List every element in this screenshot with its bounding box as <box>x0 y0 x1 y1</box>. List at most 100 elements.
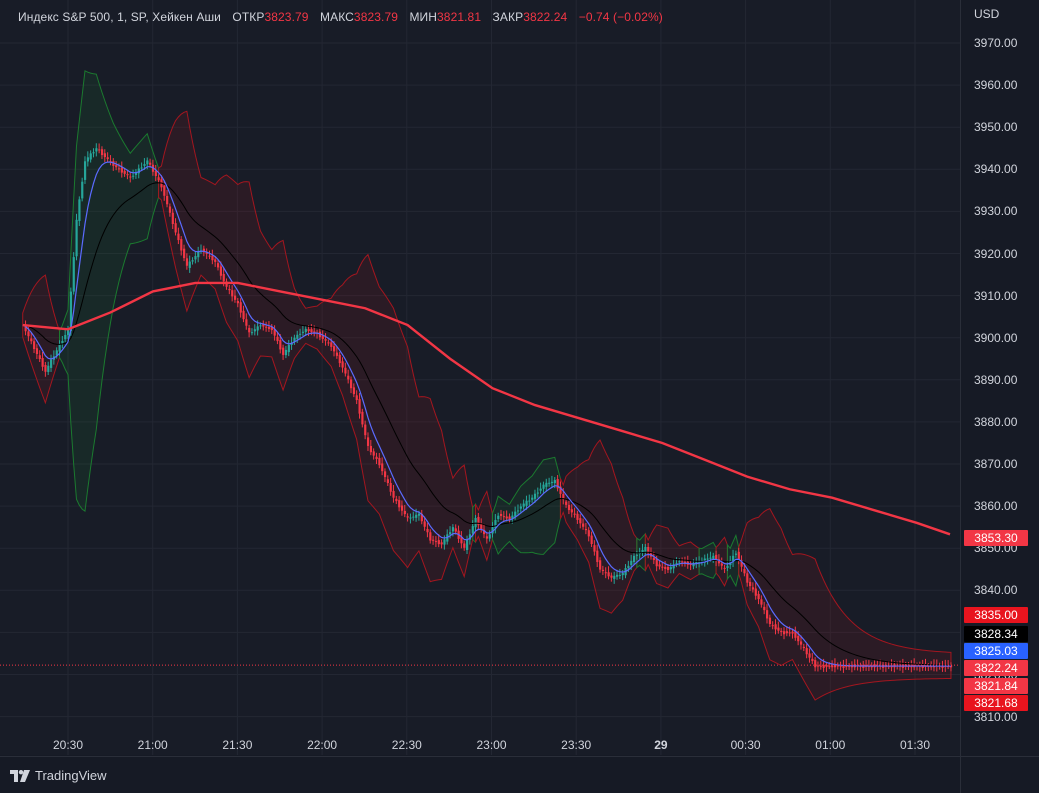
candle-body <box>579 518 582 524</box>
chart-area[interactable] <box>0 0 960 755</box>
candle-body <box>338 354 341 364</box>
candle-body <box>819 665 822 667</box>
candle-body <box>350 379 353 389</box>
candle-body <box>587 530 590 537</box>
candle-body <box>383 471 387 478</box>
candle-body <box>273 329 276 336</box>
candle-body <box>242 310 245 320</box>
slow-average-line <box>22 182 951 666</box>
candle-body <box>740 560 743 567</box>
candle-body <box>420 513 423 522</box>
candle-body <box>381 463 384 472</box>
price-label: 3821.68 <box>964 695 1028 711</box>
tradingview-brand: TradingView <box>35 768 107 783</box>
price-label: 3835.00 <box>964 607 1028 623</box>
candle-body <box>180 239 183 251</box>
candle-body <box>774 624 777 630</box>
candle-body <box>508 516 511 520</box>
candle-body <box>231 290 234 297</box>
y-tick-label: 3840.00 <box>974 583 1018 598</box>
candle-body <box>491 527 494 534</box>
candle-body <box>58 344 61 352</box>
candle-body <box>86 157 90 162</box>
candle-body <box>788 632 791 634</box>
candle-body <box>256 326 259 331</box>
candle-body <box>98 149 101 151</box>
candle-body <box>706 558 709 560</box>
y-tick-label: 3870.00 <box>974 457 1018 471</box>
candle-body <box>115 165 118 168</box>
y-tick-label: 3890.00 <box>974 372 1018 387</box>
y-tick-label: 3810.00 <box>974 709 1018 724</box>
candle-body <box>669 567 672 570</box>
candle-body <box>248 327 251 333</box>
candle-body <box>163 185 166 196</box>
candle-body <box>44 364 47 372</box>
low-value: 3821.81 <box>437 10 482 24</box>
candle-body <box>67 328 70 336</box>
candle-body <box>460 537 463 544</box>
candle-body <box>188 261 191 268</box>
candle-body <box>154 170 157 177</box>
candle-body <box>533 493 537 499</box>
y-tick-label: 3960.00 <box>974 78 1018 93</box>
open-value: 3823.79 <box>264 10 309 24</box>
candle-body <box>75 219 78 257</box>
candle-body <box>550 481 554 483</box>
candle-body <box>69 291 73 332</box>
candle-body <box>610 575 613 578</box>
candle-body <box>751 587 755 590</box>
x-tick-label: 22:00 <box>307 738 338 752</box>
candle-body <box>630 560 633 566</box>
candle-body <box>389 483 392 492</box>
candle-body <box>202 248 206 253</box>
price-label: 3825.03 <box>964 643 1028 659</box>
y-tick-label: 3920.00 <box>974 246 1018 261</box>
candle-body <box>505 516 508 519</box>
candle-body <box>369 445 373 453</box>
change-value: −0.74 (−0.02%) <box>578 10 663 24</box>
x-tick-label: 01:30 <box>899 738 931 752</box>
candle-body <box>516 510 520 512</box>
candle-body <box>149 162 152 165</box>
candle-body <box>103 153 106 158</box>
band-area <box>738 508 952 701</box>
candle-body <box>400 505 404 511</box>
y-tick-label: 3930.00 <box>974 204 1018 219</box>
candle-body <box>140 167 143 169</box>
candle-body <box>253 329 256 332</box>
price-plot[interactable] <box>0 0 960 755</box>
candle-body <box>216 263 220 268</box>
close-value: 3822.24 <box>523 10 568 24</box>
candle-body <box>613 575 616 579</box>
candle-body <box>791 631 794 634</box>
candle-body <box>692 563 695 567</box>
candle-body <box>270 327 273 331</box>
x-tick-label: 00:30 <box>730 738 761 752</box>
candle-body <box>720 563 723 566</box>
legend-header: Индекс S&P 500, 1, SP, Хейкен Аши ОТКР38… <box>18 10 663 24</box>
candle-body <box>678 561 681 563</box>
candle-body <box>129 176 132 178</box>
candle-body <box>553 480 556 484</box>
candle-body <box>785 631 789 634</box>
candle-body <box>61 341 64 344</box>
candle-body <box>146 160 149 165</box>
currency-label[interactable]: USD <box>974 7 1000 21</box>
candle-body <box>780 630 783 632</box>
candle-body <box>565 501 568 505</box>
candle-body <box>814 660 817 668</box>
candle-body <box>341 361 344 368</box>
candle-body <box>41 358 44 367</box>
candle-body <box>366 437 370 446</box>
x-tick-label: 29 <box>654 738 668 752</box>
tradingview-logo[interactable]: TradingView <box>10 768 107 783</box>
candle-body <box>47 365 50 372</box>
candle-body <box>324 339 327 341</box>
candle-body <box>313 331 316 333</box>
candle-body <box>378 457 381 466</box>
y-tick-label: 3900.00 <box>974 330 1018 345</box>
candle-body <box>296 334 299 339</box>
candle-body <box>403 510 406 515</box>
price-axis-divider <box>960 0 961 793</box>
